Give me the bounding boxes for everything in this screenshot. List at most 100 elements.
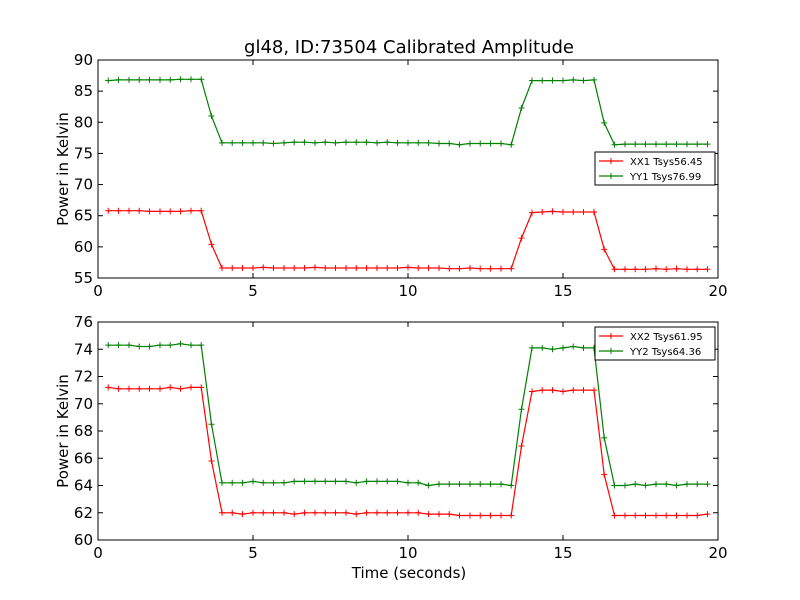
legend-box <box>594 151 716 186</box>
data-point <box>539 208 546 215</box>
data-point <box>188 342 194 349</box>
data-point <box>157 76 163 83</box>
data-point <box>126 207 132 214</box>
data-point <box>312 264 318 271</box>
data-point <box>653 512 659 519</box>
data-point <box>301 509 308 516</box>
data-point <box>281 139 287 146</box>
y-tick-label: 70 <box>74 395 93 413</box>
data-point <box>539 387 546 394</box>
data-point <box>632 481 639 488</box>
data-point <box>632 512 639 519</box>
data-point <box>622 512 628 519</box>
chart-title: gl48, ID:73504 Calibrated Amplitude <box>244 37 574 58</box>
data-point <box>694 481 701 488</box>
data-point <box>219 509 225 516</box>
y-tick-label: 76 <box>74 313 93 331</box>
y-tick-label: 72 <box>74 368 93 386</box>
data-point <box>167 208 174 215</box>
data-point <box>684 512 690 519</box>
data-point <box>704 481 711 488</box>
data-point <box>167 384 174 391</box>
data-point <box>394 509 401 516</box>
data-point <box>126 76 132 83</box>
data-point <box>580 344 587 351</box>
data-point <box>239 139 246 146</box>
data-point <box>580 77 587 84</box>
x-tick-label: 10 <box>398 544 417 562</box>
series-red <box>105 384 711 519</box>
data-point <box>673 512 680 519</box>
data-point <box>291 139 298 146</box>
data-point <box>322 509 329 516</box>
data-point <box>477 481 484 488</box>
data-point <box>343 265 349 272</box>
data-point <box>456 481 463 488</box>
data-point <box>146 76 153 83</box>
data-point <box>611 141 618 148</box>
data-point <box>580 387 587 394</box>
x-tick-label: 5 <box>248 282 258 300</box>
data-point <box>704 266 711 273</box>
data-point <box>415 139 422 146</box>
data-point <box>229 479 236 486</box>
legend: XX1 Tsys56.45 YY1 Tsys76.99 <box>594 151 716 186</box>
data-point <box>487 512 494 519</box>
data-point <box>591 76 597 83</box>
data-point <box>363 265 370 272</box>
x-tick-label: 0 <box>93 282 103 300</box>
data-point <box>642 512 649 519</box>
data-point <box>157 385 163 392</box>
data-point <box>312 509 318 516</box>
data-point <box>653 481 659 488</box>
data-point <box>436 265 442 272</box>
data-point <box>105 77 112 84</box>
data-point <box>653 265 659 272</box>
data-point <box>115 76 122 83</box>
data-point <box>105 207 112 214</box>
legend-entry-label: XX2 Tsys61.95 <box>630 332 703 343</box>
data-point <box>312 478 318 485</box>
data-point <box>498 265 504 272</box>
top-panel: 0 5 10 15 20 55 60 65 70 75 80 85 90 Power in Kelvin X… <box>54 51 728 300</box>
data-point <box>684 481 690 488</box>
data-point <box>704 141 711 148</box>
data-point <box>146 208 153 215</box>
x-tick-label: 10 <box>398 282 417 300</box>
y-tick-label: 64 <box>74 477 93 495</box>
data-point <box>281 265 287 272</box>
data-point <box>477 512 484 519</box>
data-point <box>136 76 143 83</box>
data-point <box>115 385 122 392</box>
data-point <box>508 141 515 148</box>
data-point <box>467 140 473 147</box>
data-point <box>694 512 701 519</box>
data-point <box>622 482 628 489</box>
data-point <box>250 478 256 485</box>
data-point <box>188 384 194 391</box>
data-point <box>219 139 225 146</box>
data-point <box>394 265 401 272</box>
y-axis-label: Power in Kelvin <box>54 374 72 488</box>
data-point <box>270 479 277 486</box>
data-point <box>270 140 277 147</box>
y-tick-label: 62 <box>74 504 93 522</box>
data-point <box>601 471 608 478</box>
data-point <box>260 509 267 516</box>
data-point <box>529 388 535 395</box>
data-point <box>518 235 525 242</box>
data-point <box>425 482 432 489</box>
data-point <box>673 265 680 272</box>
data-point <box>301 139 308 146</box>
data-point <box>425 511 432 518</box>
data-point <box>529 344 535 351</box>
data-point <box>684 266 690 273</box>
data-point <box>632 141 639 148</box>
data-point <box>498 512 504 519</box>
legend-entry-label: YY1 Tsys76.99 <box>629 172 701 183</box>
data-point <box>642 141 649 148</box>
data-point <box>363 139 370 146</box>
data-point <box>446 265 453 272</box>
data-point <box>374 509 380 516</box>
